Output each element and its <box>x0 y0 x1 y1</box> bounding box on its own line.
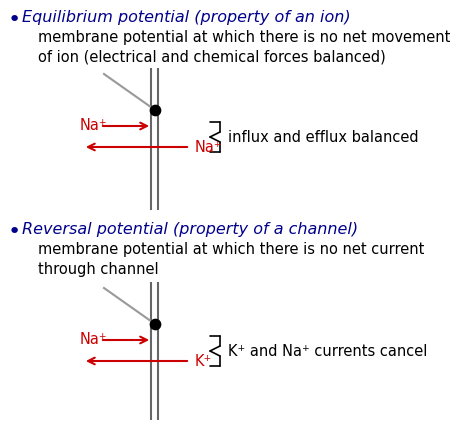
Text: K⁺ and Na⁺ currents cancel: K⁺ and Na⁺ currents cancel <box>228 343 428 358</box>
Text: membrane potential at which there is no net current: membrane potential at which there is no … <box>38 242 424 257</box>
Point <box>151 106 159 113</box>
Text: •: • <box>8 222 21 242</box>
Text: through channel: through channel <box>38 262 159 277</box>
Text: Na⁺: Na⁺ <box>195 139 223 155</box>
Text: K⁺: K⁺ <box>195 354 212 368</box>
Point <box>151 321 159 328</box>
Text: Na⁺: Na⁺ <box>80 332 108 348</box>
Text: Na⁺: Na⁺ <box>80 118 108 134</box>
Text: of ion (electrical and chemical forces balanced): of ion (electrical and chemical forces b… <box>38 50 386 65</box>
Text: Equilibrium potential (property of an ion): Equilibrium potential (property of an io… <box>22 10 351 25</box>
Text: membrane potential at which there is no net movement: membrane potential at which there is no … <box>38 30 450 45</box>
Text: •: • <box>8 10 21 30</box>
Text: Reversal potential (property of a channel): Reversal potential (property of a channe… <box>22 222 358 237</box>
Text: influx and efflux balanced: influx and efflux balanced <box>228 129 419 145</box>
